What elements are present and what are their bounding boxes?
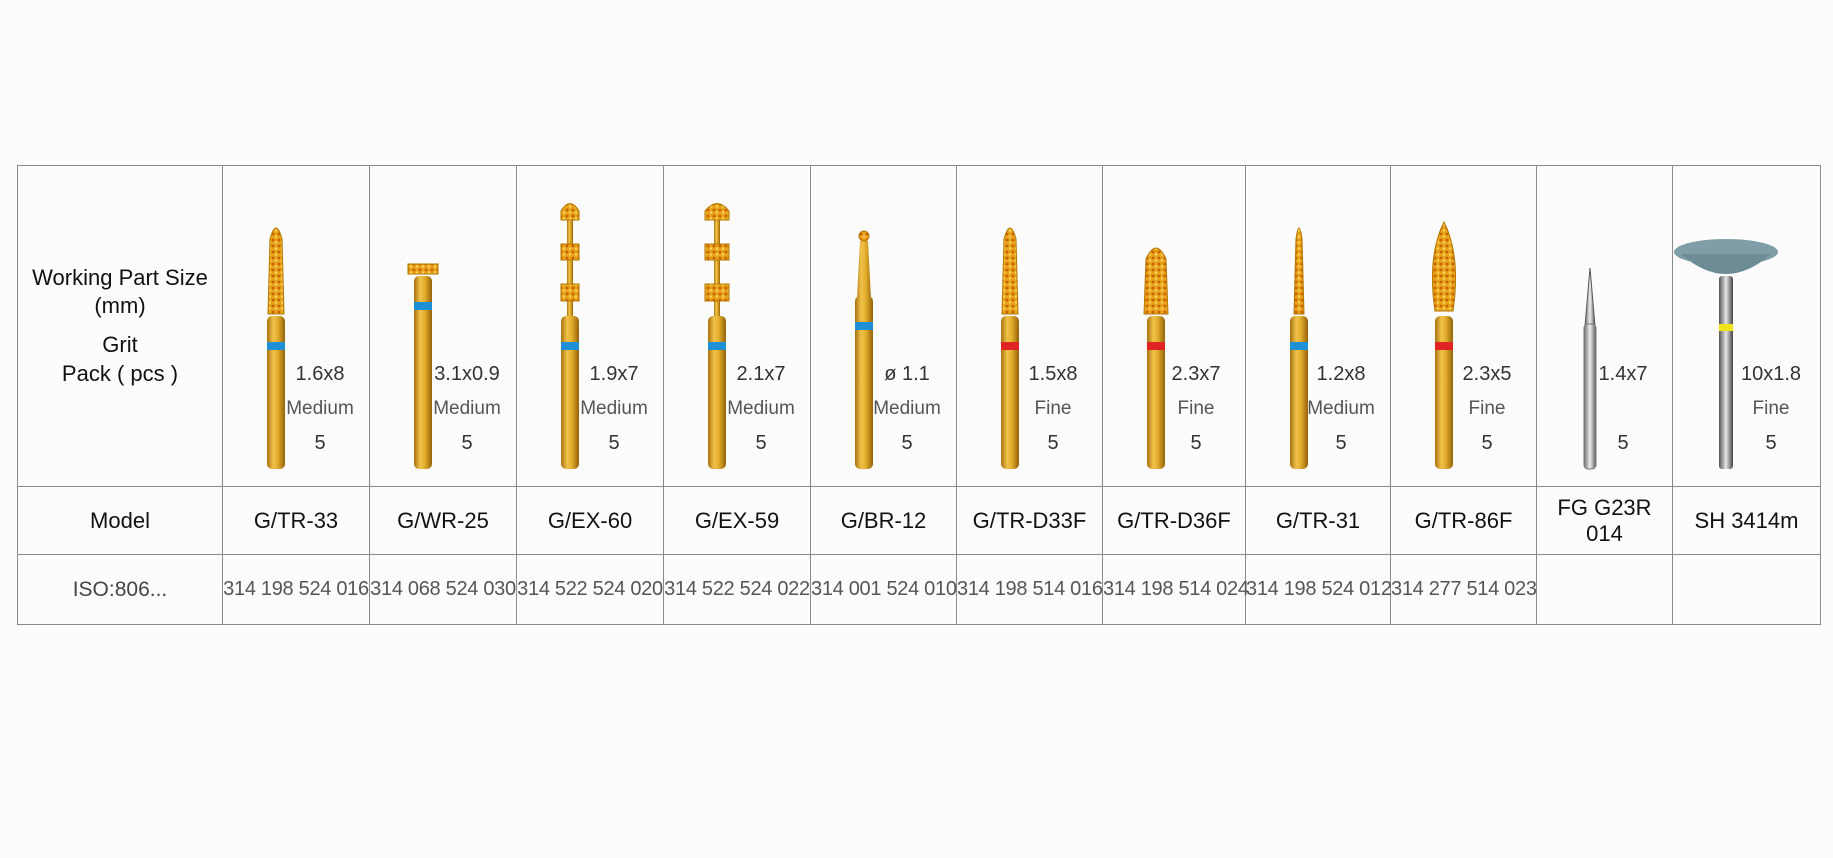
bur-specification-table: Working Part Size (mm) Grit Pack ( pcs )… bbox=[17, 165, 1821, 625]
model-cell: G/WR-25 bbox=[369, 486, 517, 555]
product-cell: 1.2x8 Medium 5 bbox=[1245, 165, 1391, 487]
pack-value: 5 bbox=[901, 432, 913, 454]
iso-code-cell: 314 198 524 016 bbox=[222, 554, 370, 625]
grit-value: Medium bbox=[1307, 398, 1375, 419]
pack-value: 5 bbox=[1190, 432, 1202, 454]
product-cell: 2.3x7 Fine 5 bbox=[1102, 165, 1246, 487]
model-cell: SH 3414m bbox=[1672, 486, 1821, 555]
pack-value: 5 bbox=[1765, 432, 1777, 454]
spec-values: 2.3x5 Fine 5 bbox=[1448, 356, 1526, 460]
model-cell: G/TR-31 bbox=[1245, 486, 1391, 555]
carbide-bur-icon bbox=[1583, 267, 1597, 470]
iso-code-cell: 314 277 514 023 bbox=[1390, 554, 1537, 625]
grit-value: Fine bbox=[1752, 398, 1790, 419]
grit-value: Medium bbox=[727, 398, 795, 419]
pack-value: 5 bbox=[608, 432, 620, 454]
spec-row-header: Working Part Size (mm) Grit Pack ( pcs ) bbox=[17, 165, 223, 487]
working-size-value: 2.3x7 bbox=[1171, 363, 1221, 385]
depth-marker-bur-icon bbox=[560, 203, 580, 469]
model-row-header: Model bbox=[17, 486, 223, 555]
iso-code-cell: 314 522 524 022 bbox=[663, 554, 811, 625]
spec-values: 10x1.8 Fine 5 bbox=[1732, 356, 1810, 460]
iso-code-cell: 314 198 514 024 bbox=[1102, 554, 1249, 625]
model-cell: G/TR-D33F bbox=[956, 486, 1103, 555]
iso-code-cell bbox=[1536, 554, 1673, 625]
round-diamond-bur-icon bbox=[855, 230, 873, 469]
model-cell: FG G23R 014 bbox=[1536, 486, 1673, 555]
working-size-value: 1.6x8 bbox=[295, 363, 345, 385]
grit-value: Medium bbox=[433, 398, 501, 419]
spec-row: Working Part Size (mm) Grit Pack ( pcs )… bbox=[17, 165, 1821, 487]
model-cell: G/TR-86F bbox=[1390, 486, 1537, 555]
working-size-value: 2.1x7 bbox=[736, 363, 786, 385]
spec-values: 2.3x7 Fine 5 bbox=[1157, 356, 1235, 460]
iso-row: ISO:806... 314 198 524 016 314 068 524 03… bbox=[17, 554, 1821, 625]
product-cell: 2.3x5 Fine 5 bbox=[1390, 165, 1537, 487]
pack-value: 5 bbox=[461, 432, 473, 454]
spec-values: 1.2x8 Medium 5 bbox=[1302, 356, 1380, 460]
pack-value: 5 bbox=[1617, 432, 1629, 454]
model-cell: G/EX-60 bbox=[516, 486, 664, 555]
model-cell: G/BR-12 bbox=[810, 486, 957, 555]
working-size-value: 1.2x8 bbox=[1316, 363, 1366, 385]
grit-value: Medium bbox=[873, 398, 941, 419]
product-cell: 1.4x7 5 bbox=[1536, 165, 1673, 487]
grit-value: Fine bbox=[1468, 398, 1506, 419]
unit-label: (mm) bbox=[94, 293, 146, 319]
iso-code-cell: 314 522 524 020 bbox=[516, 554, 664, 625]
iso-code-cell bbox=[1672, 554, 1821, 625]
spec-values: ø 1.1 Medium 5 bbox=[868, 356, 946, 460]
spec-values: 3.1x0.9 Medium 5 bbox=[428, 356, 506, 460]
product-cell: 1.5x8 Fine 5 bbox=[956, 165, 1103, 487]
grit-value: Fine bbox=[1177, 398, 1215, 419]
model-cell: G/TR-D36F bbox=[1102, 486, 1246, 555]
pack-value: 5 bbox=[1481, 432, 1493, 454]
grit-value: Medium bbox=[580, 398, 648, 419]
wheel-diamond-bur-icon bbox=[407, 263, 439, 469]
tapered-round-diamond-bur-icon bbox=[1001, 227, 1019, 469]
model-cell: G/TR-33 bbox=[222, 486, 370, 555]
grit-value: Fine bbox=[1034, 398, 1072, 419]
spec-values: 1.4x7 5 bbox=[1584, 356, 1662, 460]
grit-value: Medium bbox=[286, 398, 354, 419]
working-size-value: 1.5x8 bbox=[1028, 363, 1078, 385]
model-cell: G/EX-59 bbox=[663, 486, 811, 555]
tapered-round-diamond-bur-icon bbox=[267, 227, 285, 469]
model-row: Model G/TR-33 G/WR-25 G/EX-60 G/EX-59 G/BR-1… bbox=[17, 486, 1821, 555]
product-cell: 1.9x7 Medium 5 bbox=[516, 165, 664, 487]
tapered-round-diamond-bur-icon bbox=[1290, 227, 1308, 469]
iso-code-cell: 314 068 524 030 bbox=[369, 554, 517, 625]
spec-values: 1.5x8 Fine 5 bbox=[1014, 356, 1092, 460]
spec-values: 1.9x7 Medium 5 bbox=[575, 356, 653, 460]
product-cell: 3.1x0.9 Medium 5 bbox=[369, 165, 517, 487]
working-size-value: 2.3x5 bbox=[1462, 363, 1512, 385]
polishing-cup-icon bbox=[1674, 239, 1778, 469]
pack-label: Pack ( pcs ) bbox=[61, 360, 179, 386]
working-size-value: 1.4x7 bbox=[1598, 363, 1648, 385]
product-cell: ø 1.1 Medium 5 bbox=[810, 165, 957, 487]
iso-row-header: ISO:806... bbox=[17, 554, 223, 625]
working-part-size-label: Working Part Size bbox=[32, 264, 208, 290]
iso-code-cell: 314 198 524 012 bbox=[1245, 554, 1392, 625]
iso-code-cell: 314 198 514 016 bbox=[956, 554, 1103, 625]
pack-value: 5 bbox=[1047, 432, 1059, 454]
working-size-value: ø 1.1 bbox=[884, 363, 930, 385]
iso-code-cell: 314 001 524 010 bbox=[810, 554, 957, 625]
product-cell: 1.6x8 Medium 5 bbox=[222, 165, 370, 487]
working-size-value: 1.9x7 bbox=[589, 363, 639, 385]
spec-values: 2.1x7 Medium 5 bbox=[722, 356, 800, 460]
grit-value bbox=[1584, 392, 1662, 426]
flame-diamond-bur-icon bbox=[1431, 220, 1457, 469]
product-cell: 10x1.8 Fine 5 bbox=[1672, 165, 1821, 487]
grit-label: Grit bbox=[102, 332, 138, 357]
pack-value: 5 bbox=[1335, 432, 1347, 454]
spec-values: 1.6x8 Medium 5 bbox=[281, 356, 359, 460]
working-size-value: 3.1x0.9 bbox=[434, 363, 500, 385]
pack-value: 5 bbox=[314, 432, 326, 454]
product-cell: 2.1x7 Medium 5 bbox=[663, 165, 811, 487]
working-size-value: 10x1.8 bbox=[1740, 363, 1802, 385]
pack-value: 5 bbox=[755, 432, 767, 454]
tapered-round-diamond-bur-icon bbox=[1143, 247, 1169, 469]
depth-marker-bur-icon bbox=[704, 203, 730, 469]
